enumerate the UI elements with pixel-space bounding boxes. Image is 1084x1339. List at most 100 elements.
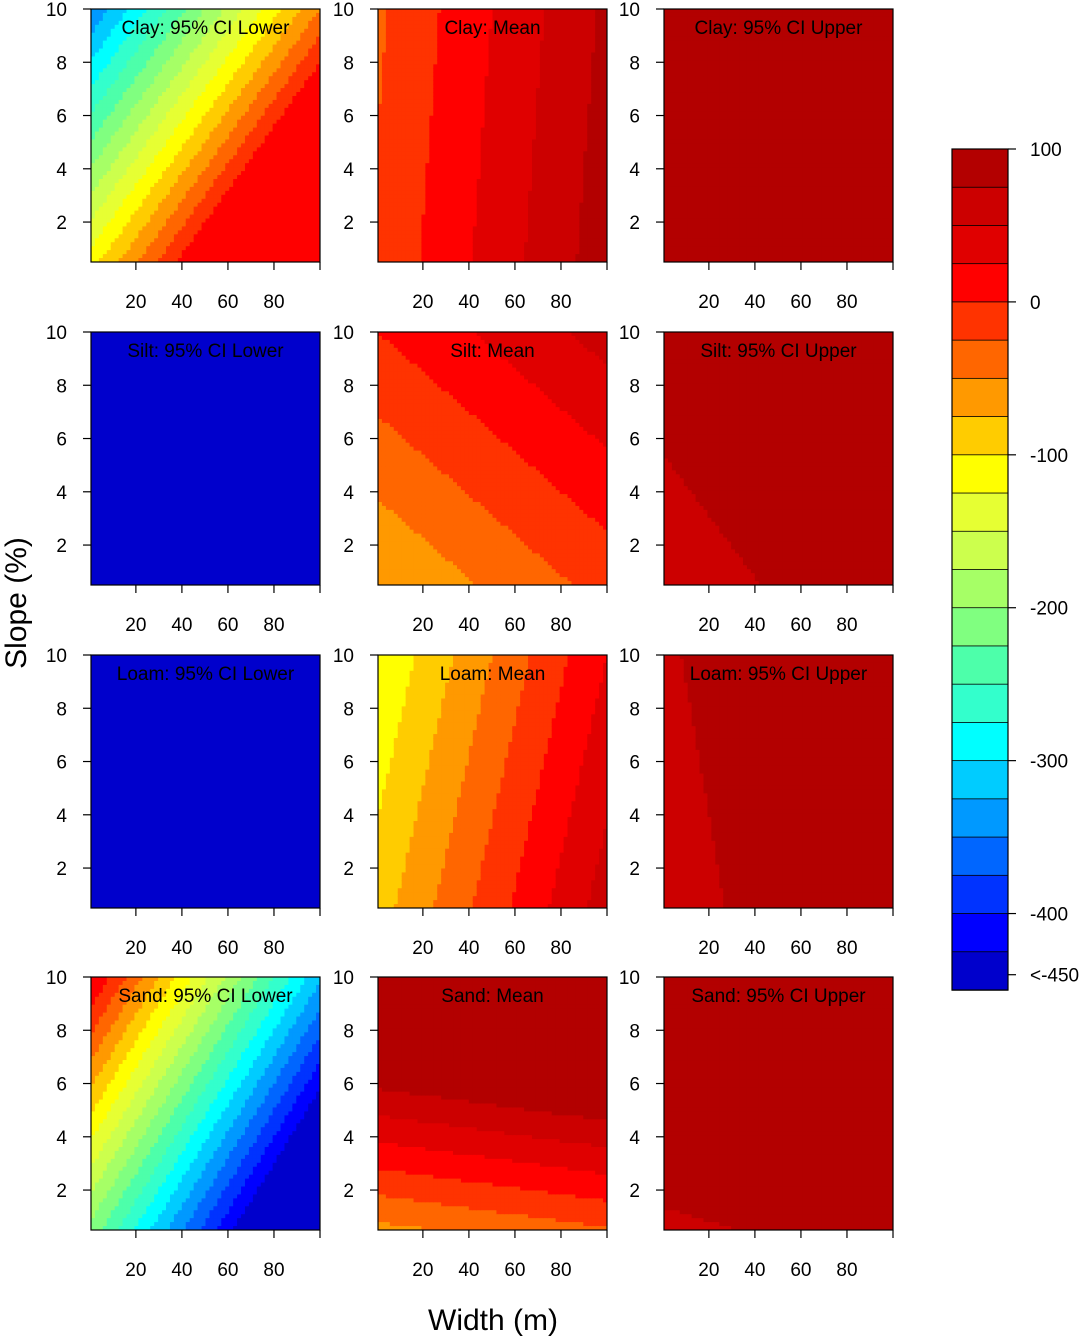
- contour-cell: [256, 119, 262, 125]
- contour-cell: [429, 135, 434, 141]
- contour-cell: [268, 206, 274, 212]
- contour-cell: [433, 151, 438, 156]
- contour-cell: [312, 242, 317, 247]
- contour-cell: [118, 182, 124, 188]
- contour-cell: [110, 131, 116, 137]
- contour-cell: [162, 242, 167, 247]
- contour-cell: [122, 80, 128, 85]
- contour-cell: [217, 254, 222, 259]
- contour-cell: [185, 32, 191, 38]
- contour-cell: [185, 250, 191, 255]
- contour-cell: [405, 32, 411, 38]
- contour-cell: [417, 40, 423, 46]
- contour-cell: [381, 234, 387, 239]
- contour-cell: [102, 115, 108, 121]
- contour-cell: [421, 92, 426, 97]
- contour-cell: [91, 107, 96, 113]
- contour-cell: [296, 147, 301, 152]
- y-tick-label: 2: [56, 213, 67, 234]
- contour-cell: [177, 24, 183, 30]
- contour-cell: [102, 107, 108, 113]
- contour-cell: [256, 194, 262, 200]
- contour-cell: [177, 242, 183, 247]
- contour-cell: [393, 84, 399, 89]
- contour-cell: [169, 92, 175, 97]
- contour-cell: [233, 155, 238, 160]
- contour-cell: [393, 80, 399, 85]
- contour-cell: [268, 226, 274, 231]
- contour-cell: [146, 182, 151, 188]
- contour-cell: [248, 242, 254, 247]
- contour-cell: [409, 155, 415, 160]
- contour-cell: [378, 139, 383, 144]
- contour-cell: [91, 230, 96, 235]
- contour-cell: [453, 167, 458, 172]
- contour-cell: [276, 123, 282, 129]
- contour-cell: [166, 103, 171, 109]
- contour-cell: [209, 155, 214, 160]
- contour-cell: [106, 143, 112, 148]
- contour-cell: [217, 147, 222, 152]
- contour-cell: [405, 147, 411, 152]
- contour-cell: [106, 72, 112, 77]
- contour-cell: [237, 52, 242, 58]
- contour-cell: [162, 95, 167, 101]
- contour-cell: [169, 210, 175, 216]
- contour-cell: [177, 36, 183, 42]
- contour-cell: [126, 119, 132, 125]
- contour-cell: [381, 214, 387, 220]
- contour-cell: [118, 20, 124, 26]
- contour-cell: [421, 40, 426, 46]
- contour-cell: [146, 143, 151, 148]
- contour-cell: [421, 246, 426, 251]
- contour-cell: [244, 250, 250, 255]
- contour-cell: [268, 214, 274, 220]
- contour-cell: [252, 72, 258, 77]
- contour-cell: [405, 80, 411, 85]
- contour-cell: [142, 36, 147, 42]
- contour-cell: [177, 60, 183, 65]
- contour-cell: [264, 246, 270, 251]
- contour-cell: [385, 246, 391, 251]
- contour-cell: [296, 222, 301, 228]
- contour-cell: [189, 115, 195, 121]
- contour-cell: [244, 127, 250, 133]
- contour-cell: [445, 190, 450, 196]
- contour-cell: [308, 206, 313, 212]
- contour-cell: [197, 32, 203, 38]
- contour-cell: [308, 44, 313, 50]
- contour-cell: [193, 182, 199, 188]
- contour-cell: [102, 258, 108, 262]
- contour-cell: [272, 119, 278, 125]
- contour-cell: [177, 210, 183, 216]
- contour-cell: [102, 92, 108, 97]
- contour-cell: [300, 127, 305, 133]
- contour-cell: [98, 198, 104, 204]
- contour-cell: [260, 139, 266, 144]
- contour-cell: [378, 147, 383, 152]
- contour-cell: [213, 226, 218, 231]
- contour-cell: [205, 115, 211, 121]
- contour-cell: [162, 159, 167, 164]
- contour-cell: [213, 194, 218, 200]
- contour-cell: [421, 99, 426, 105]
- contour-cell: [134, 68, 139, 73]
- contour-cell: [177, 171, 183, 176]
- contour-cell: [437, 242, 442, 247]
- contour-cell: [256, 16, 262, 22]
- contour-cell: [248, 151, 254, 156]
- contour-cell: [138, 198, 143, 204]
- contour-cell: [173, 28, 179, 34]
- contour-cell: [217, 163, 222, 168]
- contour-cell: [264, 88, 270, 93]
- contour-cell: [308, 202, 313, 208]
- contour-cell: [276, 115, 282, 121]
- contour-cell: [189, 64, 195, 69]
- contour-cell: [213, 52, 218, 58]
- contour-cell: [185, 230, 191, 235]
- contour-cell: [189, 84, 195, 89]
- contour-cell: [316, 230, 320, 235]
- contour-cell: [280, 52, 286, 58]
- contour-cell: [264, 210, 270, 216]
- contour-cell: [429, 163, 434, 168]
